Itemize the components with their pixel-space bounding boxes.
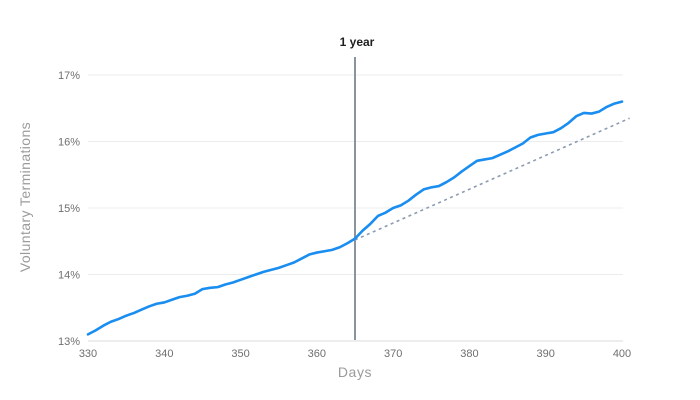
x-tick-label: 370: [384, 348, 402, 360]
y-axis-tick-labels: 13% 14% 15% 16% 17%: [58, 70, 80, 348]
x-tick-label: 380: [460, 348, 478, 360]
x-tick-label: 330: [79, 348, 97, 360]
x-tick-label: 360: [308, 348, 326, 360]
voluntary-terminations-series-line: [86, 100, 624, 336]
y-tick-label: 15%: [58, 203, 80, 215]
y-axis-title: Voluntary Terminations: [17, 122, 33, 272]
x-axis-tick-labels: 330 340 350 360 370 380 390 400: [79, 348, 631, 360]
x-tick-label: 350: [231, 348, 249, 360]
y-tick-label: 17%: [58, 70, 80, 82]
x-axis-title: Days: [338, 364, 372, 380]
y-tick-label: 13%: [58, 336, 80, 348]
one-year-marker-label: 1 year: [340, 35, 375, 49]
y-tick-label: 16%: [58, 137, 80, 149]
x-tick-label: 390: [537, 348, 555, 360]
x-tick-label: 340: [155, 348, 173, 360]
trend-projection-dashed-line: [354, 117, 630, 241]
y-tick-label: 14%: [58, 270, 80, 282]
x-tick-label: 400: [613, 348, 631, 360]
